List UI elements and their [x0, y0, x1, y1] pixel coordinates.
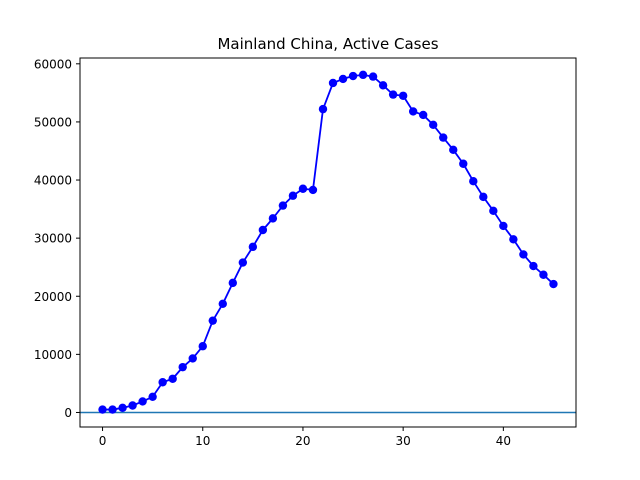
data-point [429, 120, 438, 130]
plot-area [80, 70, 576, 414]
data-point [449, 145, 458, 155]
data-point [539, 270, 548, 279]
data-point [328, 78, 338, 88]
data-point [228, 278, 238, 288]
data-point [178, 362, 187, 372]
data-point [479, 192, 488, 202]
data-point [509, 235, 518, 244]
series-line [102, 73, 555, 411]
data-point [489, 206, 498, 216]
y-tick-label: 20000 [34, 290, 72, 304]
y-tick-label: 30000 [34, 232, 72, 246]
data-point [278, 201, 288, 210]
data-point [549, 279, 558, 289]
data-point [358, 70, 368, 80]
x-tick-label: 20 [295, 434, 310, 448]
data-point [98, 405, 107, 414]
y-tick-label: 40000 [34, 174, 72, 188]
x-tick-label: 40 [496, 434, 511, 448]
data-point [128, 401, 137, 410]
data-point [148, 392, 157, 401]
x-axis-ticks: 0 10 20 30 40 [99, 427, 511, 448]
data-point [198, 342, 207, 351]
data-point [138, 397, 147, 406]
data-point [288, 191, 298, 200]
data-point [258, 225, 268, 235]
axes-frame [79, 57, 577, 428]
data-point [158, 378, 167, 387]
data-point [408, 107, 418, 116]
x-tick-label: 30 [396, 434, 411, 448]
data-point [459, 159, 468, 168]
y-tick-label: 50000 [34, 115, 72, 129]
chart-title: Mainland China, Active Cases [217, 35, 438, 53]
data-point [529, 261, 538, 271]
data-point [469, 176, 478, 186]
data-point [238, 258, 248, 267]
data-point [268, 214, 278, 223]
data-point [248, 242, 258, 252]
data-point [188, 354, 197, 363]
data-point [308, 185, 318, 195]
y-axis-ticks: 0 10000 20000 30000 40000 50000 60000 [34, 57, 80, 420]
data-point [118, 403, 127, 413]
data-point [108, 405, 117, 414]
data-point [439, 133, 448, 142]
data-point [218, 299, 227, 309]
data-point [298, 184, 308, 193]
data-point [368, 72, 378, 81]
x-tick-label: 0 [99, 434, 107, 448]
data-point [338, 74, 348, 84]
data-point [499, 221, 508, 231]
data-point [348, 71, 358, 81]
data-point [418, 110, 428, 120]
data-point [378, 81, 388, 90]
y-tick-label: 0 [64, 406, 72, 420]
data-point [519, 250, 528, 259]
y-tick-label: 60000 [34, 57, 72, 71]
data-point [168, 374, 177, 383]
data-point [318, 104, 328, 114]
y-tick-label: 10000 [34, 348, 72, 362]
x-tick-label: 10 [195, 434, 210, 448]
data-point [398, 91, 408, 100]
data-point [388, 90, 398, 99]
data-point [208, 316, 217, 325]
